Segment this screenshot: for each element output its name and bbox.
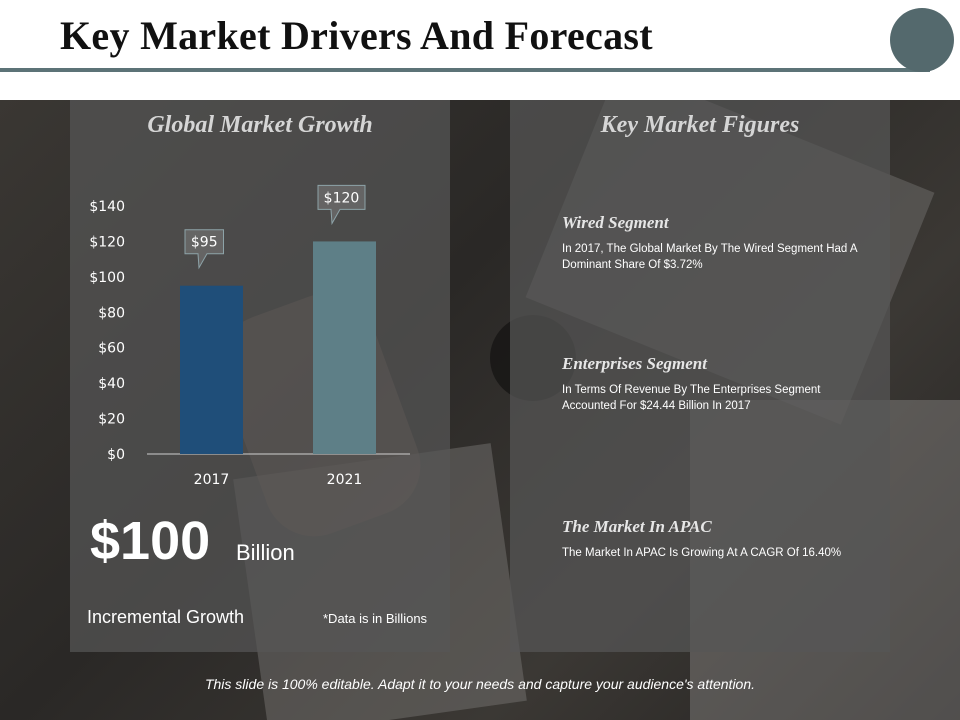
figure-title: The Market In APAC xyxy=(562,517,712,536)
slide-footer: This slide is 100% editable. Adapt it to… xyxy=(204,676,756,692)
left-panel-heading: Global Market Growth xyxy=(147,112,373,138)
data-note: *Data is in Billions xyxy=(323,611,428,626)
y-tick-label: $20 xyxy=(98,412,125,428)
big-number-unit: Billion xyxy=(236,540,295,565)
decorative-circle xyxy=(890,8,954,72)
right-panel-heading: Key Market Figures xyxy=(600,112,800,138)
x-tick-label: 2017 xyxy=(194,472,230,488)
y-tick-label: $140 xyxy=(89,199,125,215)
figure-body: In Terms Of Revenue By The Enterprises S… xyxy=(562,384,821,412)
big-number: $100 xyxy=(90,511,211,571)
slide-header: Key Market Drivers And Forecast xyxy=(0,0,960,100)
figure-enterprises-segment: Enterprises Segment In Terms Of Revenue … xyxy=(562,354,862,414)
figure-apac-market: The Market In APAC The Market In APAC Is… xyxy=(562,517,862,561)
data-label-callout xyxy=(317,184,366,226)
figure-title: Wired Segment xyxy=(562,213,669,232)
y-tick-label: $120 xyxy=(89,234,125,250)
figure-wired-segment: Wired Segment In 2017, The Global Market… xyxy=(562,213,862,273)
figure-title: Enterprises Segment xyxy=(562,354,707,373)
bar-2017 xyxy=(180,285,243,454)
market-growth-chart: $0 $20 $40 $60 $80 $100 $120 $140 2017 $95 2021 $12… xyxy=(89,184,410,488)
title-underline xyxy=(0,68,930,72)
bar-2021 xyxy=(313,241,376,454)
y-tick-label: $40 xyxy=(98,376,125,392)
incremental-growth-label: Incremental Growth xyxy=(87,607,245,627)
right-panel: Key Market Figures Wired Segment In 2017… xyxy=(510,100,890,652)
data-label-callout xyxy=(184,229,224,270)
y-tick-label: $0 xyxy=(107,447,125,463)
data-label: $120 xyxy=(324,190,360,206)
slide-title: Key Market Drivers And Forecast xyxy=(60,13,653,58)
figure-body: The Market In APAC Is Growing At A CAGR … xyxy=(562,547,842,559)
figure-body: In 2017, The Global Market By The Wired … xyxy=(562,243,857,271)
left-panel: Global Market Growth $0 $20 $40 $60 $80 $100 $… xyxy=(70,100,450,652)
x-tick-label: 2021 xyxy=(327,472,363,488)
y-tick-label: $80 xyxy=(98,305,125,321)
y-tick-label: $60 xyxy=(98,341,125,357)
y-tick-label: $100 xyxy=(89,270,125,286)
data-label: $95 xyxy=(191,235,218,251)
